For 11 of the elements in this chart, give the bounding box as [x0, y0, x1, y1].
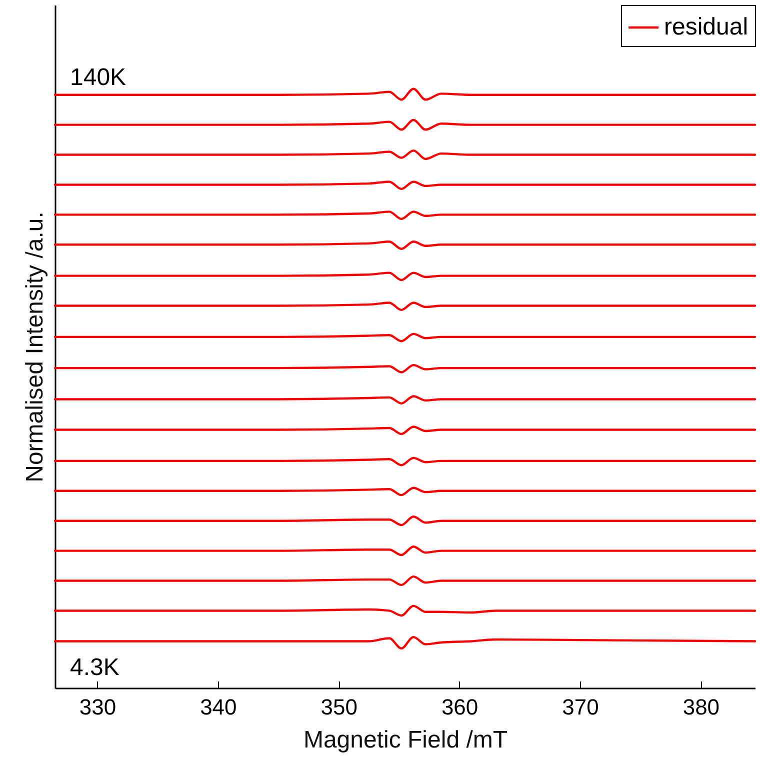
- legend-label: residual: [664, 14, 748, 40]
- x-tick-label: 360: [441, 694, 478, 720]
- annotation: 140K: [70, 64, 126, 91]
- y-axis-title: Normalised Intensity /a.u.: [22, 212, 48, 482]
- x-tick-label: 370: [562, 694, 599, 720]
- x-tick-label: 340: [200, 694, 237, 720]
- x-tick-label: 350: [320, 694, 358, 720]
- x-tick-label: 330: [79, 694, 116, 720]
- annotation: 4.3K: [70, 654, 120, 681]
- x-axis-title: Magnetic Field /mT: [303, 726, 508, 754]
- x-tick-label: 380: [682, 694, 720, 720]
